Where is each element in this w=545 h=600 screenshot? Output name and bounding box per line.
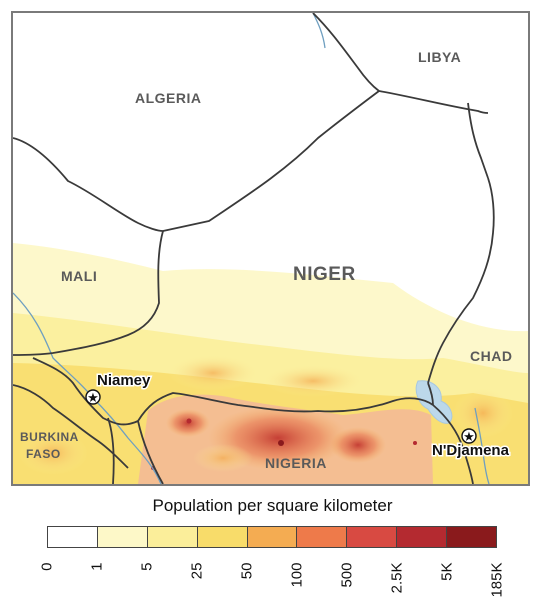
legend-tick-label: 185K bbox=[488, 562, 506, 598]
legend-swatch bbox=[447, 527, 497, 547]
legend-swatch bbox=[247, 527, 298, 547]
ndjamena-marker bbox=[461, 428, 477, 444]
population-density-map: ALGERIA LIBYA MALI NIGER CHAD BURKINA FA… bbox=[13, 13, 528, 484]
legend-tick-label: 500 bbox=[338, 562, 356, 588]
country-label-libya: LIBYA bbox=[418, 49, 461, 65]
legend-swatch bbox=[297, 527, 348, 547]
city-ndjamena: ★ N'Djamena bbox=[431, 428, 511, 461]
country-label-algeria: ALGERIA bbox=[135, 90, 202, 106]
legend-tick-label: 100 bbox=[288, 562, 306, 588]
legend-tick-label: 5 bbox=[138, 562, 156, 571]
city-label-niamey: Niamey bbox=[97, 372, 151, 389]
legend-swatch bbox=[397, 527, 448, 547]
legend-swatch bbox=[197, 527, 248, 547]
city-niamey: ★ Niamey bbox=[85, 371, 153, 405]
legend-tick-label: 5K bbox=[438, 562, 456, 581]
legend-swatch bbox=[147, 527, 198, 547]
country-label-faso: FASO bbox=[26, 447, 61, 461]
legend-tick-label: 25 bbox=[188, 562, 206, 580]
legend-tick-label: 1 bbox=[88, 562, 106, 571]
legend-title: Population per square kilometer bbox=[152, 496, 393, 515]
country-borders bbox=[13, 13, 495, 484]
niamey-marker bbox=[85, 389, 101, 405]
city-label-ndjamena: N'Djamena bbox=[432, 442, 510, 459]
legend-color-bar bbox=[47, 526, 497, 548]
country-label-nigeria: NIGERIA bbox=[265, 455, 327, 471]
legend-swatch bbox=[97, 527, 148, 547]
legend: Population per square kilometer 0 1 5 25 50 1… bbox=[0, 488, 545, 600]
country-label-niger: NIGER bbox=[293, 264, 356, 285]
legend-tick-label: 50 bbox=[238, 562, 256, 580]
star-icon: ★ bbox=[87, 390, 99, 405]
sahel-hotspots bbox=[18, 355, 513, 475]
nigeria-density bbox=[138, 394, 433, 484]
country-label-mali: MALI bbox=[61, 268, 97, 284]
country-label-chad: CHAD bbox=[470, 348, 512, 364]
legend-swatch bbox=[347, 527, 398, 547]
legend-swatch bbox=[48, 527, 98, 547]
legend-tick-label: 2.5K bbox=[388, 562, 406, 594]
star-icon: ★ bbox=[463, 429, 475, 444]
country-label-burkina: BURKINA bbox=[20, 430, 79, 444]
map-frame: ALGERIA LIBYA MALI NIGER CHAD BURKINA FA… bbox=[11, 11, 530, 486]
legend-tick-label: 0 bbox=[38, 562, 56, 571]
